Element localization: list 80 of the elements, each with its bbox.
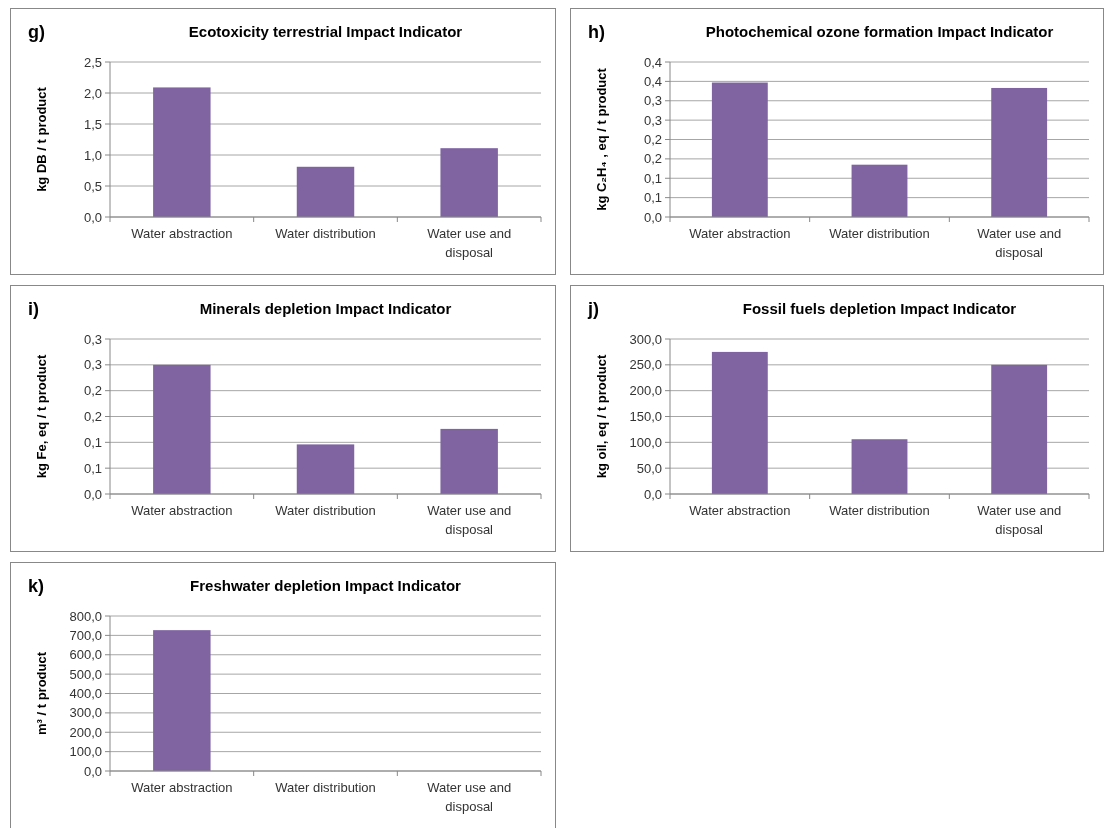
x-tick-label: Water distribution (829, 503, 930, 518)
bar (440, 428, 498, 494)
y-tick-label: 100,0 (629, 434, 662, 450)
y-tick-label: 0,1 (83, 460, 102, 476)
x-tick-label: Water use and disposal (427, 503, 512, 537)
y-tick-label: 0,2 (643, 132, 662, 148)
y-tick-label: 0,0 (83, 763, 102, 779)
x-tick-label: Water distribution (829, 226, 930, 241)
y-tick-label: 200,0 (69, 724, 102, 740)
y-tick-label: 300,0 (69, 705, 102, 721)
x-tick-label: Water abstraction (131, 503, 233, 518)
x-tick-label: Water distribution (275, 780, 376, 795)
text: i) (28, 299, 39, 319)
y-axis-title: kg DB / t product (34, 86, 49, 192)
y-tick-label: 0,2 (643, 151, 662, 167)
bar (153, 364, 211, 494)
bar (153, 87, 211, 217)
x-tick-label: Water use and disposal (977, 503, 1062, 537)
y-tick-label: 0,4 (643, 54, 662, 70)
y-axis-title: m³ / t product (34, 651, 49, 736)
bar (440, 148, 498, 217)
y-tick-label: 800,0 (69, 608, 102, 624)
x-tick-label: Water use and disposal (427, 226, 512, 260)
y-tick-label: 150,0 (629, 409, 662, 425)
x-tick-label: Water abstraction (131, 226, 233, 241)
x-tick-label: Water distribution (275, 503, 376, 518)
bar (991, 364, 1048, 494)
y-axis-title: kg Fe, eq / t product (34, 354, 49, 479)
text: g) (28, 22, 45, 42)
bar (296, 444, 355, 494)
x-tick-label: Water use and disposal (427, 780, 512, 814)
chart-title: Ecotoxicity terrestrial Impact Indicator (188, 23, 463, 40)
chart-title: Photochemical ozone formation Impact Indicator (705, 23, 1054, 40)
y-tick-label: 0,3 (83, 357, 102, 373)
text: h) (588, 22, 605, 42)
y-tick-label: 50,0 (636, 460, 662, 476)
y-tick-label: 600,0 (69, 647, 102, 663)
y-tick-label: 0,4 (643, 73, 662, 89)
y-tick-label: 1,5 (83, 116, 102, 132)
y-axis-title: kg oil, eq / t product (594, 354, 609, 479)
y-tick-label: 1,0 (83, 147, 102, 163)
chart-title: Freshwater depletion Impact Indicator (190, 577, 462, 594)
bar (711, 351, 768, 494)
y-tick-label: 300,0 (629, 331, 662, 347)
y-tick-label: 250,0 (629, 357, 662, 373)
bar (991, 87, 1048, 217)
y-tick-label: 100,0 (69, 744, 102, 760)
bar (851, 439, 908, 494)
y-tick-label: 0,0 (643, 209, 662, 225)
y-tick-label: 0,1 (83, 434, 102, 450)
bar (296, 166, 355, 217)
x-tick-label: Water distribution (275, 226, 376, 241)
y-tick-label: 500,0 (69, 666, 102, 682)
y-tick-label: 2,5 (83, 54, 102, 70)
y-tick-label: 200,0 (629, 383, 662, 399)
bar (851, 164, 908, 217)
y-tick-label: 0,2 (83, 409, 102, 425)
text: k) (28, 576, 45, 596)
x-tick-label: Water abstraction (689, 503, 791, 518)
y-tick-label: 0,3 (83, 331, 102, 347)
bar (711, 82, 768, 217)
y-tick-label: 0,1 (643, 190, 662, 206)
text: j) (587, 299, 599, 319)
y-tick-label: 0,5 (83, 178, 102, 194)
chart-title: Fossil fuels depletion Impact Indicator (742, 300, 1017, 317)
y-tick-label: 0,1 (643, 170, 662, 186)
x-tick-label: Water abstraction (689, 226, 791, 241)
x-tick-label: Water use and disposal (977, 226, 1062, 260)
x-tick-label: Water abstraction (131, 780, 233, 795)
y-tick-label: 2,0 (83, 85, 102, 101)
y-tick-label: 0,3 (643, 112, 662, 128)
y-tick-label: 0,0 (83, 209, 102, 225)
y-tick-label: 0,3 (643, 93, 662, 109)
chart-title: Minerals depletion Impact Indicator (199, 300, 452, 317)
y-tick-label: 700,0 (69, 627, 102, 643)
y-tick-label: 0,0 (643, 486, 662, 502)
y-tick-label: 0,2 (83, 383, 102, 399)
y-axis-title: kg C₂H₄ , eq / t product (594, 67, 609, 211)
y-tick-label: 400,0 (69, 686, 102, 702)
y-tick-label: 0,0 (83, 486, 102, 502)
